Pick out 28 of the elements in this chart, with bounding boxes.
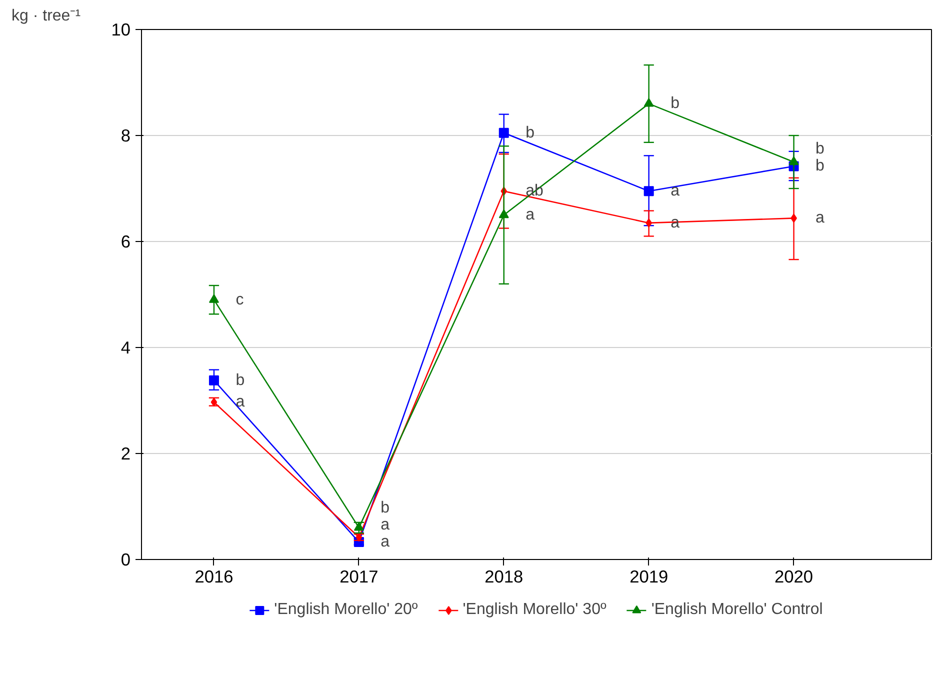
annotation: c <box>236 291 244 308</box>
y-tick-label: 6 <box>120 232 131 252</box>
y-axis-title: kg · tree⁻¹ <box>12 8 81 24</box>
x-tick-label: 2017 <box>340 566 378 586</box>
y-tick-label: 4 <box>120 338 131 358</box>
x-tick-label: 2020 <box>774 566 814 586</box>
legend-label: 'English Morello' 20º <box>274 601 418 619</box>
annotation: b <box>380 500 390 517</box>
annotation: a <box>670 182 680 200</box>
x-tick-label: 2019 <box>630 566 668 586</box>
y-tick-label: 2 <box>120 444 131 464</box>
annotation: a <box>816 210 825 227</box>
annotation: a <box>526 206 535 224</box>
y-tick-label: 0 <box>120 550 131 570</box>
annotation: a <box>380 516 390 534</box>
annotation: a <box>236 394 245 411</box>
legend-label: 'English Morello' Control <box>651 601 823 619</box>
y-tick-label: 8 <box>120 126 131 146</box>
annotation: b <box>236 372 245 389</box>
y-tick-label: 10 <box>111 20 131 40</box>
x-tick-label: 2016 <box>194 566 234 586</box>
annotation: b <box>670 95 680 112</box>
annotation: a <box>380 534 390 551</box>
x-tick-label: 2018 <box>484 566 524 586</box>
annotation: b <box>816 140 825 158</box>
legend-label: 'English Morello' 30º <box>462 601 606 619</box>
annotation: b <box>816 158 825 175</box>
annotation: b <box>526 124 535 142</box>
